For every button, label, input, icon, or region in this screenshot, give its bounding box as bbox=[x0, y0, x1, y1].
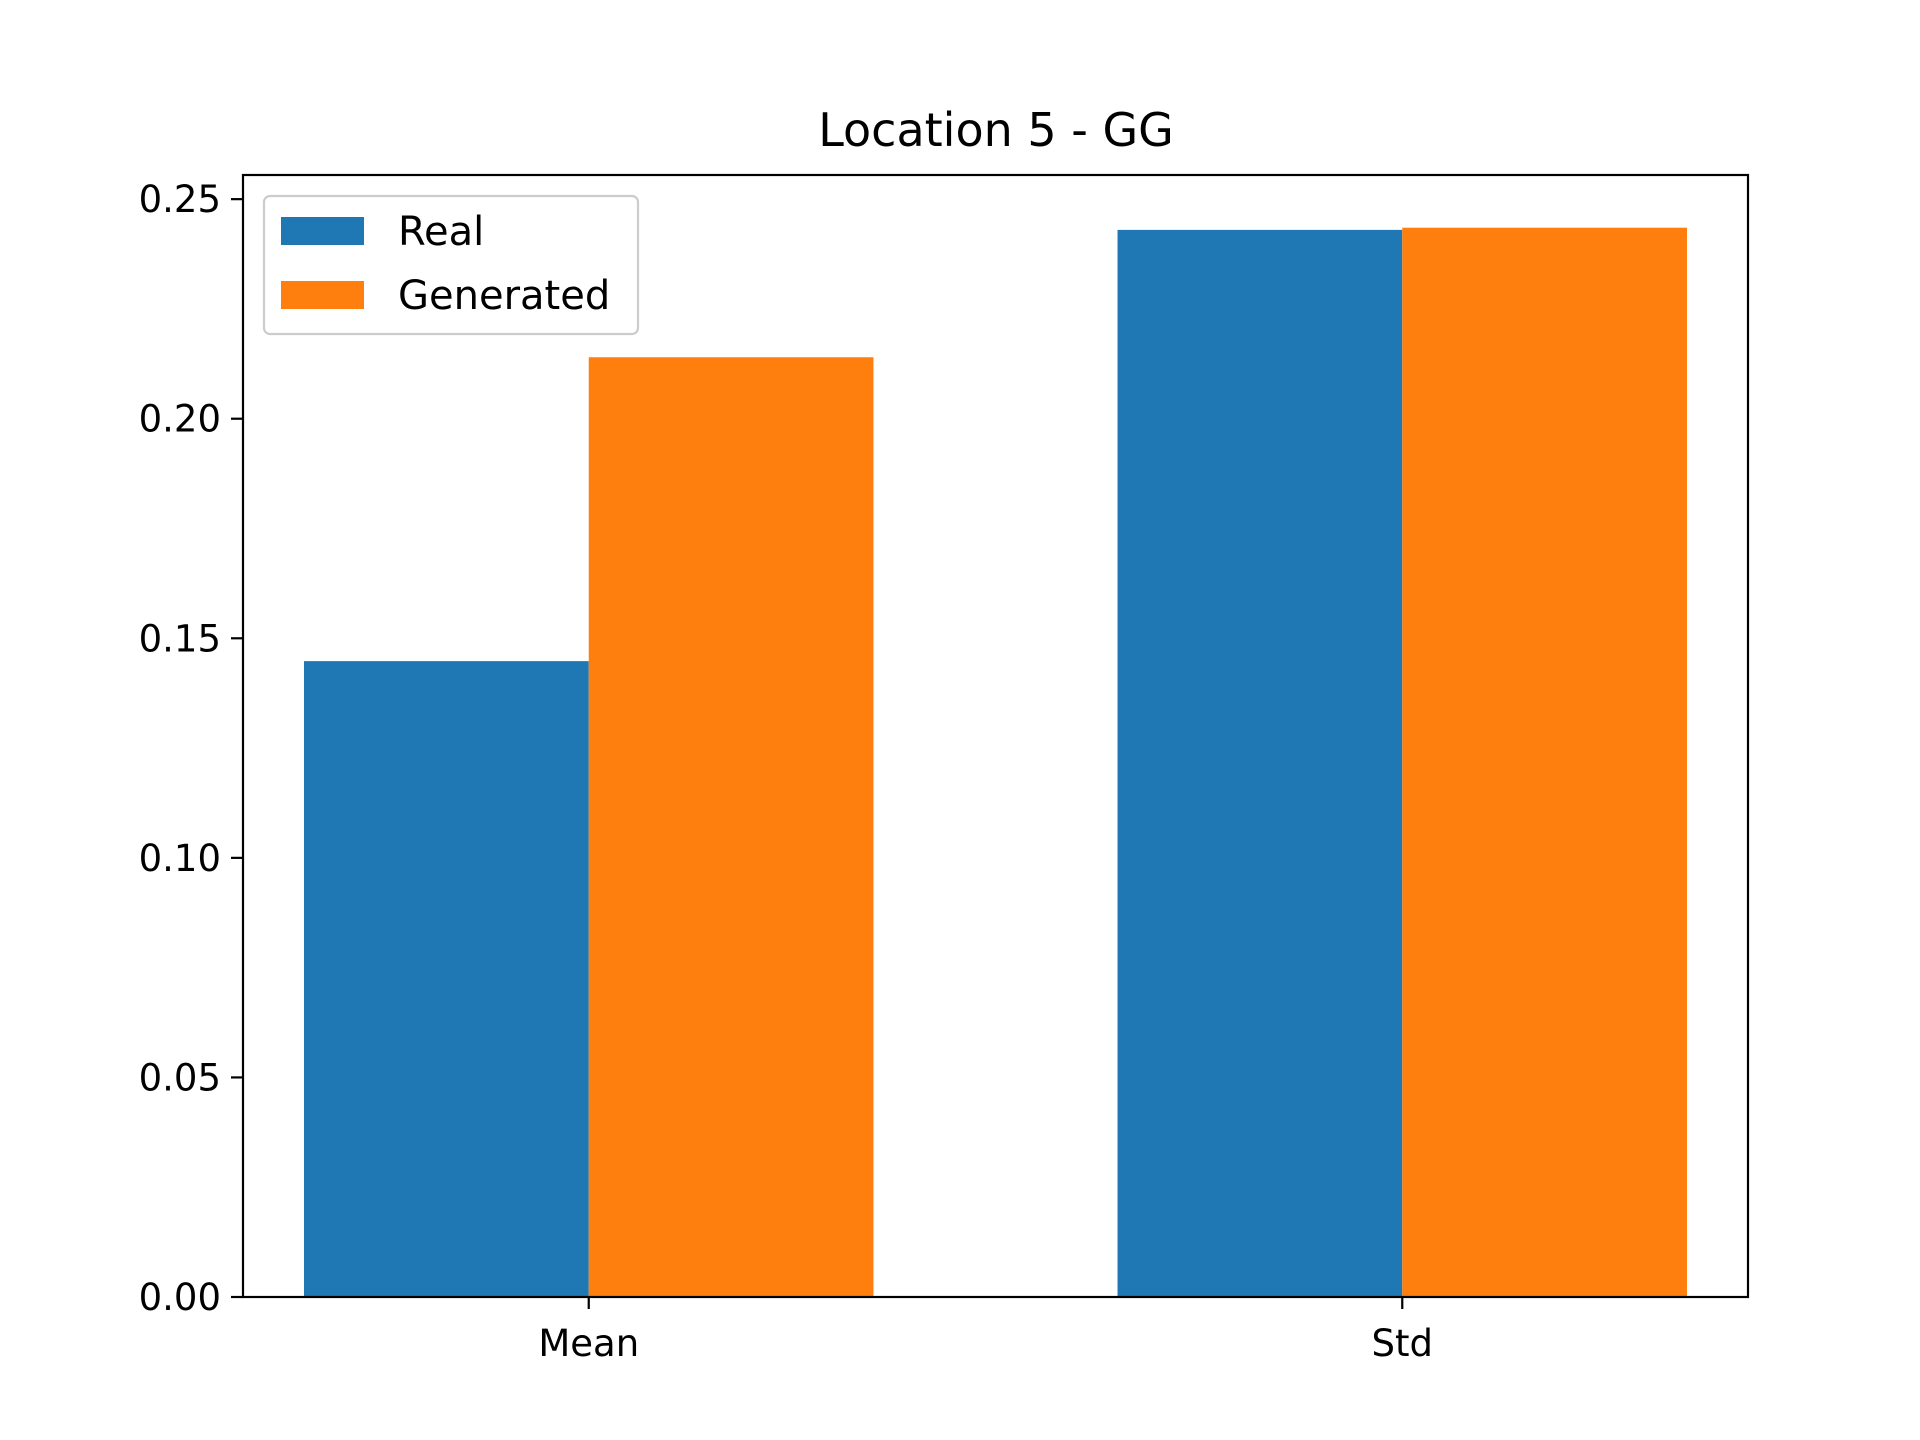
y-tick-label: 0.15 bbox=[139, 617, 221, 660]
bar-generated-std bbox=[1402, 227, 1687, 1298]
legend-swatch-real bbox=[281, 217, 364, 245]
legend-swatch-generated bbox=[281, 281, 364, 309]
bar-real-std bbox=[1117, 229, 1403, 1298]
x-tick-label: Std bbox=[1372, 1322, 1433, 1365]
x-tick-label: Mean bbox=[538, 1322, 639, 1365]
axes-frame bbox=[241, 173, 1750, 1299]
axes-ticks: 0.00 0.05 0.10 0.15 0.20 0.25 Mean Std bbox=[139, 178, 1433, 1365]
y-tick-label: 0.25 bbox=[139, 178, 221, 221]
legend: Real Generated bbox=[262, 194, 640, 336]
legend-label-real: Real bbox=[398, 209, 484, 255]
y-tick-label: 0.00 bbox=[139, 1276, 221, 1319]
y-tick-label: 0.20 bbox=[139, 398, 221, 441]
bar-generated-mean bbox=[588, 357, 874, 1297]
bar-real-mean bbox=[304, 661, 589, 1297]
y-tick-label: 0.05 bbox=[139, 1056, 221, 1099]
y-tick-label: 0.10 bbox=[139, 837, 221, 880]
legend-label-generated: Generated bbox=[398, 273, 610, 319]
chart-title: Location 5 - GG bbox=[818, 103, 1174, 157]
plot-area bbox=[304, 227, 1687, 1298]
